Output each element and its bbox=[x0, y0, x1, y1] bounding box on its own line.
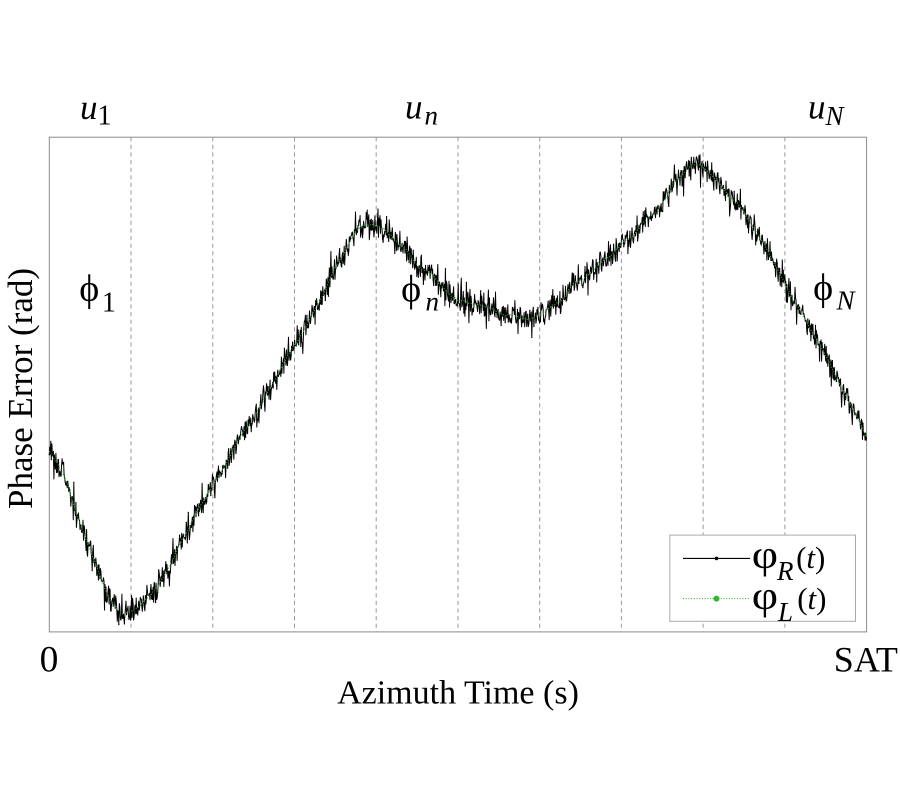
svg-text:L: L bbox=[777, 597, 793, 627]
svg-text:u: u bbox=[80, 88, 98, 127]
svg-text:(t): (t) bbox=[796, 540, 825, 575]
svg-text:N: N bbox=[836, 286, 857, 316]
svg-text:φ: φ bbox=[752, 573, 778, 618]
svg-text:Phase Error (rad): Phase Error (rad) bbox=[1, 268, 40, 509]
svg-text:ϕ: ϕ bbox=[401, 269, 421, 311]
svg-text:u: u bbox=[405, 88, 423, 127]
svg-text:ϕ: ϕ bbox=[79, 268, 99, 310]
svg-text:(t): (t) bbox=[797, 581, 826, 616]
svg-text:n: n bbox=[425, 101, 439, 131]
svg-text:ϕ: ϕ bbox=[813, 267, 833, 309]
svg-text:1: 1 bbox=[98, 101, 112, 132]
svg-text:φ: φ bbox=[752, 532, 778, 577]
svg-text:SAT: SAT bbox=[834, 639, 898, 679]
svg-text:n: n bbox=[426, 287, 440, 317]
svg-text:N: N bbox=[825, 101, 846, 131]
svg-text:Azimuth Time (s): Azimuth Time (s) bbox=[337, 675, 579, 712]
svg-text:0: 0 bbox=[40, 640, 59, 681]
svg-text:1: 1 bbox=[102, 287, 116, 318]
svg-text:u: u bbox=[808, 88, 826, 127]
svg-text:R: R bbox=[776, 556, 794, 586]
